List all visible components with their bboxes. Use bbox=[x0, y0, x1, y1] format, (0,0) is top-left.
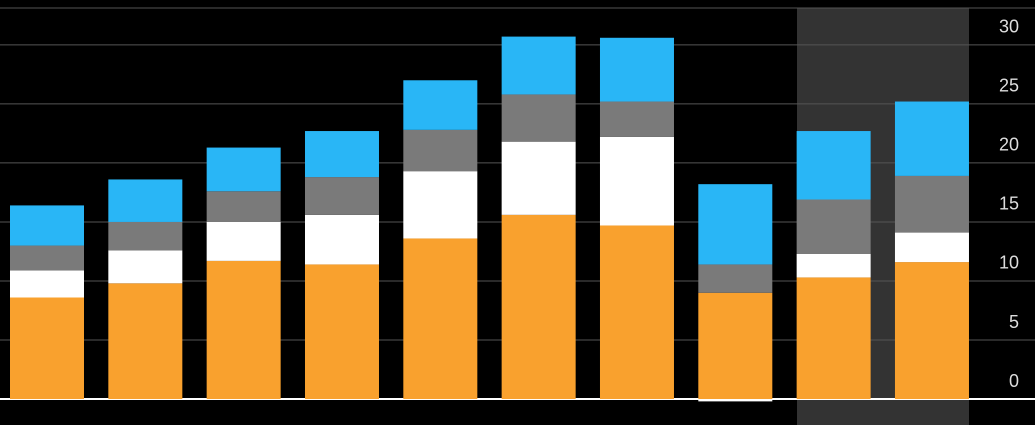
bar-segment bbox=[894, 101, 969, 176]
bar-segment bbox=[796, 277, 871, 400]
bar-segment bbox=[206, 191, 281, 222]
bar-segment bbox=[304, 264, 379, 400]
bar-segment bbox=[10, 270, 84, 298]
bar-segment bbox=[599, 37, 674, 102]
bar-segment bbox=[501, 36, 576, 95]
bar-segment bbox=[796, 199, 871, 254]
bar-segment bbox=[304, 131, 379, 178]
bar-segment bbox=[304, 214, 379, 265]
bar-segment bbox=[403, 238, 478, 400]
bar-segment bbox=[698, 184, 773, 265]
bar-segment bbox=[206, 221, 281, 261]
bar-segment bbox=[108, 250, 183, 284]
bar-segment bbox=[698, 399, 773, 402]
bar-segment bbox=[698, 264, 773, 293]
y-tick-label: 15 bbox=[999, 194, 1019, 214]
bar-segment bbox=[501, 141, 576, 215]
bar-segment bbox=[10, 245, 84, 271]
bar-segment bbox=[108, 283, 183, 400]
y-axis: 0 5 10 15 20 25 30 bbox=[999, 17, 1019, 391]
bar-segment bbox=[501, 214, 576, 400]
y-tick-label: 20 bbox=[999, 135, 1019, 155]
bar-segment bbox=[599, 136, 674, 226]
bar-segment bbox=[894, 175, 969, 233]
bar-segment bbox=[403, 80, 478, 130]
bar-segment bbox=[206, 260, 281, 400]
bar-segment bbox=[304, 177, 379, 215]
bars bbox=[10, 36, 969, 402]
bar-segment bbox=[501, 94, 576, 142]
y-tick-label: 5 bbox=[1009, 312, 1019, 332]
bar-segment bbox=[599, 101, 674, 137]
bar-segment bbox=[206, 147, 281, 192]
bar-segment bbox=[108, 179, 183, 222]
bar-segment bbox=[10, 297, 84, 400]
bar-segment bbox=[894, 262, 969, 400]
bar-segment bbox=[698, 292, 773, 400]
bar-segment bbox=[403, 171, 478, 239]
y-tick-label: 25 bbox=[999, 76, 1019, 96]
bar-segment bbox=[894, 232, 969, 263]
bar-segment bbox=[108, 221, 183, 251]
y-tick-label: 0 bbox=[1009, 371, 1019, 391]
y-tick-label: 30 bbox=[999, 17, 1019, 37]
bar-segment bbox=[403, 129, 478, 172]
y-tick-label: 10 bbox=[999, 253, 1019, 273]
bar-segment bbox=[796, 131, 871, 200]
bar-segment bbox=[796, 253, 871, 278]
bar-segment bbox=[10, 205, 84, 246]
bar-segment bbox=[599, 225, 674, 400]
